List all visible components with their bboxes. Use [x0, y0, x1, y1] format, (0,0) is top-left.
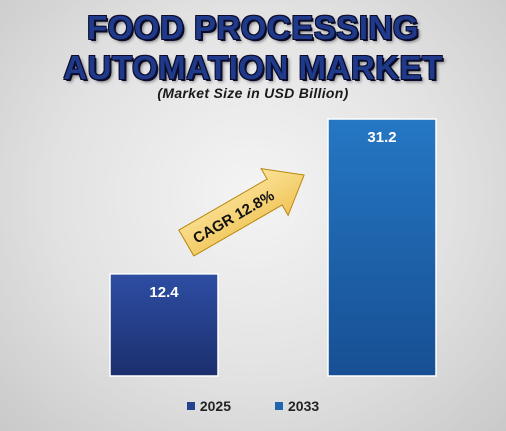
legend-item-2033: 2033 — [275, 398, 319, 414]
legend-label-2033: 2033 — [288, 398, 320, 414]
chart-subtitle: (Market Size in USD Billion) — [157, 85, 349, 101]
legend-swatch-2033 — [275, 402, 283, 410]
data-label-2033: 31.2 — [367, 129, 396, 146]
bar-2033 — [327, 118, 437, 377]
legend-swatch-2025 — [186, 402, 195, 410]
legend-label-2025: 2025 — [199, 398, 231, 414]
data-label-2025: 12.4 — [149, 284, 179, 301]
cagr-arrow: CAGR 12.8% — [178, 167, 305, 257]
bar-2025 — [109, 273, 219, 377]
chart-legend: 2025 2033 — [0, 398, 506, 414]
chart-title-line1: FOOD PROCESSING — [86, 9, 420, 46]
legend-item-2025: 2025 — [186, 398, 231, 414]
chart-title-line2: AUTOMATION MARKET — [63, 49, 443, 86]
